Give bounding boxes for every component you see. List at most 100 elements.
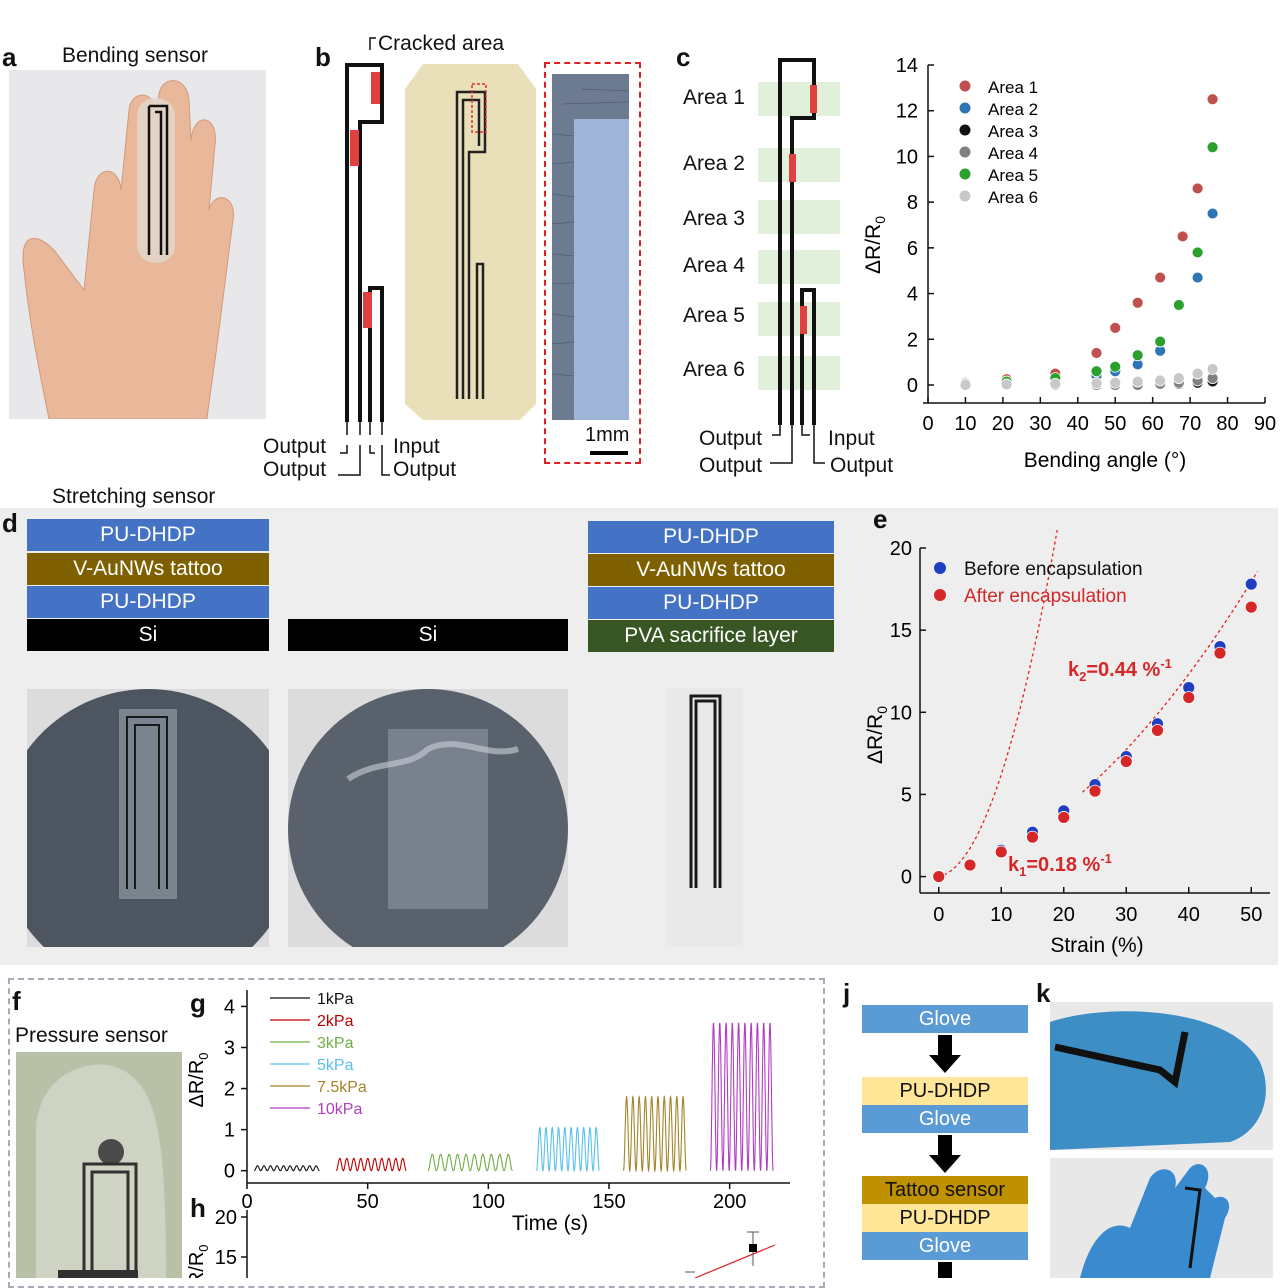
chart-c-legend-marker-5 [959, 168, 971, 180]
chart-g-series-1kPa [254, 1165, 320, 1172]
chart-c-point-area1 [1109, 321, 1122, 334]
chart-c-legend-marker-6 [959, 190, 971, 202]
chart-e-legend-marker-2 [934, 589, 946, 601]
chart-c-point-area6 [1206, 363, 1219, 375]
panel-label-e: e [873, 504, 888, 534]
chart-g-xtick-200: 200 [713, 1191, 746, 1213]
b-output-label-3: Output [393, 458, 457, 481]
cracked-area-label: Cracked area [378, 32, 505, 55]
crack-marker-1 [371, 72, 380, 104]
chart-c-ytick-10: 10 [896, 146, 918, 168]
chart-e-xtick-50: 50 [1240, 904, 1262, 926]
flow-glove-1: Glove [862, 1005, 1028, 1033]
wafer-photo-2 [288, 689, 568, 947]
flow-glove-2: Glove [862, 1105, 1028, 1133]
chart-c-xtick-0: 0 [922, 413, 933, 435]
chart-c-point-area5 [1090, 365, 1103, 378]
panel-label-g: g [190, 988, 206, 1018]
chart-g-ytick-0: 0 [224, 1161, 235, 1183]
chart-e-point-after [1088, 784, 1102, 798]
chart-c-xtick-90: 90 [1254, 413, 1276, 435]
panel-label-d: d [2, 508, 18, 538]
hand-illustration [22, 80, 234, 419]
chart-g-ytick-1: 1 [224, 1120, 235, 1142]
k2-annotation: k2=0.44 %-1 [1068, 656, 1172, 684]
chart-g-legend-label-1: 1kPa [317, 991, 354, 1008]
chart-e-xlabel: Strain (%) [1050, 934, 1143, 957]
stack1-layer-tattoo: V-AuNWs tattoo [27, 553, 269, 585]
chart-c-ytick-14: 14 [896, 55, 918, 77]
b-output-label-2: Output [263, 458, 327, 481]
c-output-label-2: Output [699, 454, 763, 477]
chart-e-point-after [1213, 646, 1227, 660]
chart-c-point-area6 [1049, 377, 1062, 390]
area-label-3: Area 3 [683, 207, 745, 230]
panel-label-k: k [1036, 978, 1051, 1008]
chart-g-series-7.5kPa [622, 1095, 687, 1173]
b-input-label: Input [393, 435, 440, 458]
chart-c-point-area6 [1131, 375, 1144, 388]
panel-f-title: Pressure sensor [15, 1024, 168, 1047]
chart-c-point-area1 [1206, 93, 1219, 106]
panel-b-circuit [338, 37, 390, 476]
chart-c-point-area6 [1172, 372, 1185, 385]
chart-h-ytick-15: 15 [215, 1247, 237, 1269]
flow-glove-3: Glove [862, 1232, 1028, 1260]
chart-c-point-area6 [1109, 376, 1122, 389]
chart-c-xtick-20: 20 [992, 413, 1014, 435]
wafer-photo-1 [27, 689, 269, 947]
chart-c-legend-label-4: Area 4 [988, 144, 1038, 163]
k1-annotation: k1=0.18 %-1 [1008, 851, 1112, 879]
area-label-6: Area 6 [683, 358, 745, 381]
chart-e-point-after [1151, 723, 1164, 737]
chart-h-ylabel: ΔR/R0 [186, 1244, 211, 1278]
glove-finger-photo [1050, 1002, 1273, 1150]
glove-hand-photo [1050, 1158, 1273, 1278]
stack3-layer-pva: PVA sacrifice layer [588, 620, 834, 652]
flow-arrow-3-icon [938, 1262, 952, 1278]
scale-bar [590, 451, 628, 455]
chart-e-xtick-30: 30 [1115, 904, 1137, 926]
chart-e-legend-label-2: After encapsulation [964, 586, 1127, 607]
chart-c-point-area5 [1131, 349, 1144, 362]
chart-c-point-area5 [1109, 360, 1122, 373]
chart-h-ytick-20: 20 [215, 1207, 237, 1229]
chart-e-point-after [1026, 830, 1039, 844]
chart-e-xtick-20: 20 [1053, 904, 1075, 926]
panel-a-title: Bending sensor [62, 44, 208, 67]
chart-e-point-after [1244, 600, 1258, 614]
area-label-5: Area 5 [683, 304, 745, 327]
flow-pudhdp-1: PU-DHDP [862, 1077, 1028, 1105]
tattoo-strip-photo [666, 688, 743, 947]
stack3-layer-pu-bottom: PU-DHDP [588, 587, 834, 619]
chart-e-ytick-15: 15 [890, 620, 912, 642]
chart-e-point-after [994, 845, 1008, 859]
fingertip-photo [16, 1052, 182, 1278]
chart-g-series-3kPa [427, 1153, 513, 1172]
b-output-label-1: Output [263, 435, 327, 458]
chart-e-point-after [1182, 691, 1196, 704]
chart-g-xlabel: Time (s) [512, 1212, 588, 1235]
chart-c-point-area6 [1000, 378, 1013, 391]
chart-c-ytick-8: 8 [907, 192, 918, 214]
area-label-1: Area 1 [683, 86, 745, 109]
chart-g-ytick-4: 4 [224, 996, 235, 1018]
chart-g-series-2kPa [336, 1157, 407, 1172]
chart-h-fit [694, 1244, 776, 1278]
chart-e-ylabel: ΔR/R0 [864, 706, 890, 764]
chart-c-xtick-30: 30 [1029, 413, 1051, 435]
crack-marker-3 [363, 292, 372, 328]
chart-g-series-10kPa [709, 1022, 774, 1171]
chart-g-series-5kPa [536, 1126, 600, 1172]
chart-c: 0 10 20 30 40 50 60 70 80 90 0 2 4 6 8 10 12 14 Area 1 Are… [862, 55, 1276, 472]
panel-label-j: j [843, 978, 851, 1008]
panel-label-h: h [190, 1193, 206, 1223]
chart-c-xtick-40: 40 [1067, 413, 1089, 435]
chart-c-legend-marker-2 [959, 102, 971, 114]
chart-c-legend-label-3: Area 3 [988, 122, 1038, 141]
chart-e-ytick-10: 10 [890, 702, 912, 724]
chart-c-point-area5 [1206, 141, 1219, 154]
flow-arrow-2-icon [929, 1135, 961, 1173]
chart-e-legend-marker-1 [934, 562, 946, 574]
chart-c-point-area6 [1154, 374, 1167, 387]
